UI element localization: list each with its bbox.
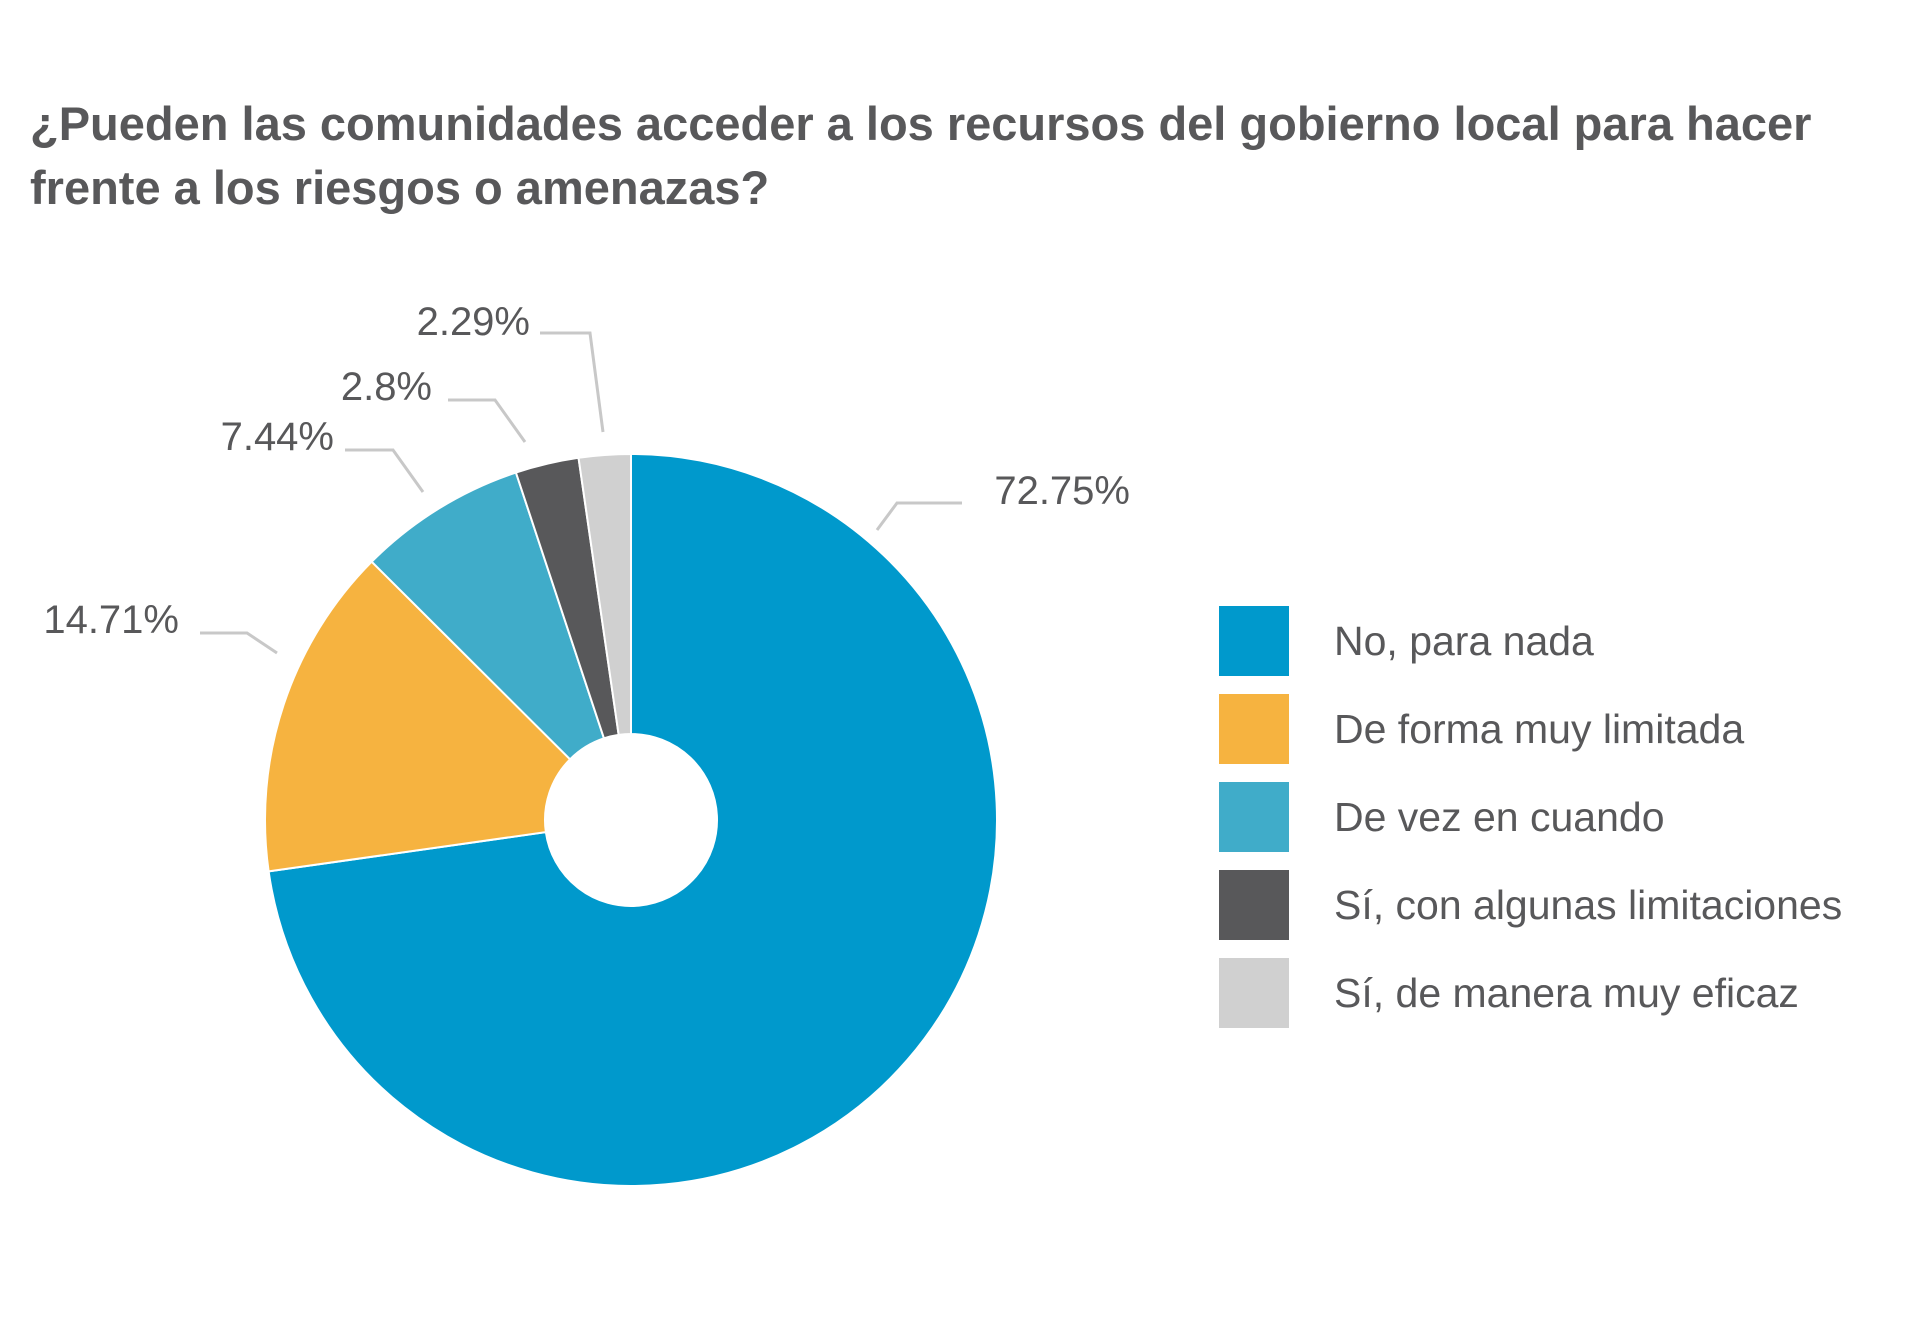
legend-swatch <box>1219 870 1289 940</box>
legend-label: Sí, con algunas limitaciones <box>1334 882 1843 928</box>
slice-si-de-manera-muy-eficaz <box>577 452 632 737</box>
slice-de-forma-muy-limitada <box>264 560 572 873</box>
legend-label: De vez en cuando <box>1334 794 1665 840</box>
legend-label: De forma muy limitada <box>1334 706 1745 752</box>
legend-label: Sí, de manera muy eficaz <box>1334 970 1799 1016</box>
data-label-no-para-nada: 72.75% <box>994 469 1130 513</box>
data-label-de-forma-muy-limitada: 14.71% <box>43 598 179 642</box>
legend-swatch <box>1219 694 1289 764</box>
callout-line-si-con-algunas-limitaciones <box>448 398 527 443</box>
donut-slices <box>264 452 998 1187</box>
data-labels: 72.75% 14.71% 7.44%2.8% 2.29% <box>43 300 1130 642</box>
data-label-si-de-manera-muy-eficaz: 2.29% <box>417 300 530 344</box>
slice-de-vez-en-cuando <box>370 471 606 761</box>
legend-swatch <box>1219 782 1289 852</box>
slice-no-para-nada <box>267 452 998 1187</box>
data-label-si-con-algunas-limitaciones: 2.8% <box>341 365 432 409</box>
legend-label: No, para nada <box>1334 618 1594 664</box>
callout-line-de-forma-muy-limitada <box>200 631 278 655</box>
callout-line-de-vez-en-cuando <box>345 448 425 493</box>
chart-title: ¿Pueden las comunidades acceder a los re… <box>30 97 1812 214</box>
legend-swatch <box>1219 958 1289 1028</box>
callout-line-si-de-manera-muy-eficaz <box>540 331 605 433</box>
callout-line-no-para-nada <box>875 501 962 531</box>
data-label-de-vez-en-cuando: 7.44% <box>221 415 334 459</box>
legend-swatch <box>1219 606 1289 676</box>
callout-lines <box>200 331 962 655</box>
